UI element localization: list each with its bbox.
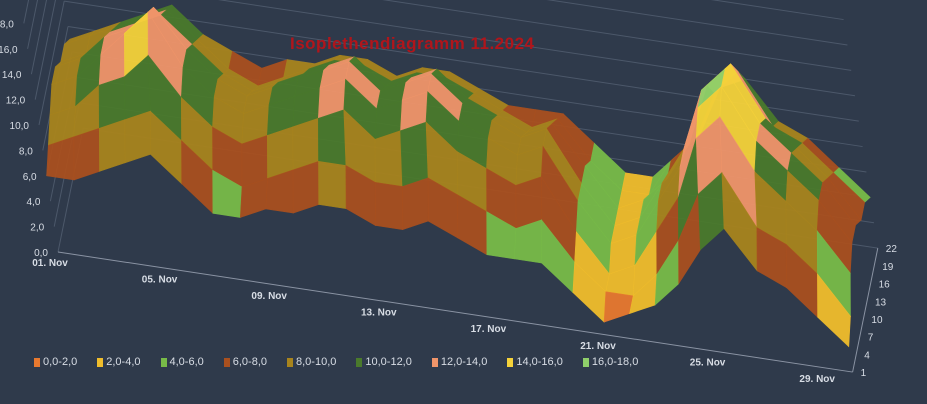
surface-cell (374, 182, 404, 230)
legend: 0,0-2,0 2,0-4,0 4,0-6,0 6,0-8,0 8,0-10,0 10,0… (34, 356, 658, 368)
legend-label: 2,0-4,0 (106, 356, 141, 368)
depth-tick-label: 4 (864, 350, 870, 361)
y-tick-label: 0,0 (34, 248, 48, 259)
legend-swatch (356, 357, 363, 367)
surface-cell (374, 130, 403, 187)
x-tick-label: 25. Nov (690, 357, 726, 368)
surface-cell (515, 176, 542, 229)
surface-cell (317, 109, 347, 166)
surface-cell (402, 177, 429, 231)
legend-swatch (34, 357, 40, 367)
gridline (546, 0, 848, 46)
legend-swatch (223, 357, 230, 367)
depth-axis-line (852, 248, 879, 373)
x-tick-label: 21. Nov (580, 341, 616, 352)
x-tick-label: 13. Nov (361, 308, 397, 319)
depth-tick-label: 1 (861, 368, 867, 379)
y-tick-label: 6,0 (23, 172, 37, 183)
x-tick-label: 29. Nov (799, 374, 835, 385)
legend-item: 14,0-16,0 (507, 356, 563, 368)
y-tick-label: 14,0 (2, 70, 22, 81)
legend-item: 6,0-8,0 (223, 356, 267, 368)
surface-cell (318, 161, 347, 209)
legend-item: 10,0-12,0 (356, 356, 412, 368)
surface-cell (292, 117, 319, 171)
legend-label: 0,0-2,0 (43, 356, 78, 368)
legend-label: 4,0-6,0 (169, 356, 204, 368)
legend-label: 14,0-16,0 (516, 356, 563, 368)
x-tick-label: 01. Nov (32, 258, 68, 269)
depth-tick-label: 10 (871, 315, 883, 326)
depth-tick-label: 13 (875, 297, 887, 308)
surface-cell (266, 126, 294, 179)
surface-cell (292, 160, 320, 214)
gridline (23, 0, 30, 24)
legend-item: 2,0-4,0 (97, 356, 141, 368)
y-tick-label: 8,0 (19, 146, 33, 157)
depth-tick-label: 7 (868, 333, 874, 344)
x-tick-label: 17. Nov (471, 324, 507, 335)
depth-tick-label: 19 (882, 262, 894, 273)
legend-item: 16,0-18,0 (582, 356, 639, 368)
legend-item: 8,0-10,0 (287, 356, 336, 368)
y-tick-label: 10,0 (10, 121, 30, 132)
y-tick-label: 12,0 (6, 96, 26, 107)
gridline (30, 0, 48, 75)
surface-cell (817, 273, 851, 348)
y-tick-label: 2,0 (30, 223, 44, 234)
surface-cell (98, 76, 126, 129)
legend-swatch (97, 357, 104, 367)
gridline (382, 0, 852, 71)
legend-label: 12,0-14,0 (440, 356, 488, 368)
surface-cell (400, 121, 429, 187)
legend-item: 0,0-2,0 (34, 356, 77, 368)
legend-item: 4,0-6,0 (160, 356, 204, 368)
surface-cell (73, 127, 100, 181)
x-axis-line (57, 251, 853, 373)
chart-title: Isoplethendiagramm 11.2024 (290, 34, 535, 53)
legend-swatch (582, 357, 589, 367)
legend-label: 16,0-18,0 (591, 356, 639, 368)
legend-swatch (431, 357, 438, 367)
surface-cell (98, 119, 126, 172)
legend-swatch (287, 357, 293, 367)
y-tick-label: 16,0 (0, 45, 18, 56)
y-tick-label: 4,0 (26, 197, 40, 208)
depth-tick-label: 22 (886, 244, 898, 255)
gridline (27, 0, 39, 49)
surface-cell (603, 291, 634, 323)
gridline (34, 0, 56, 100)
x-tick-label: 05. Nov (142, 275, 178, 286)
gridline (38, 1, 65, 126)
legend-item: 12,0-14,0 (431, 356, 488, 368)
legend-swatch (507, 357, 514, 367)
depth-tick-label: 16 (879, 280, 891, 291)
legend-label: 8,0-10,0 (296, 356, 337, 368)
legend-label: 6,0-8,0 (232, 356, 267, 368)
x-tick-label: 09. Nov (251, 291, 287, 302)
y-tick-label: 18,0 (0, 19, 14, 30)
surface-cell (241, 135, 268, 188)
surface-cell (124, 110, 151, 164)
legend-swatch (160, 357, 167, 367)
legend-label: 10,0-12,0 (365, 356, 412, 368)
